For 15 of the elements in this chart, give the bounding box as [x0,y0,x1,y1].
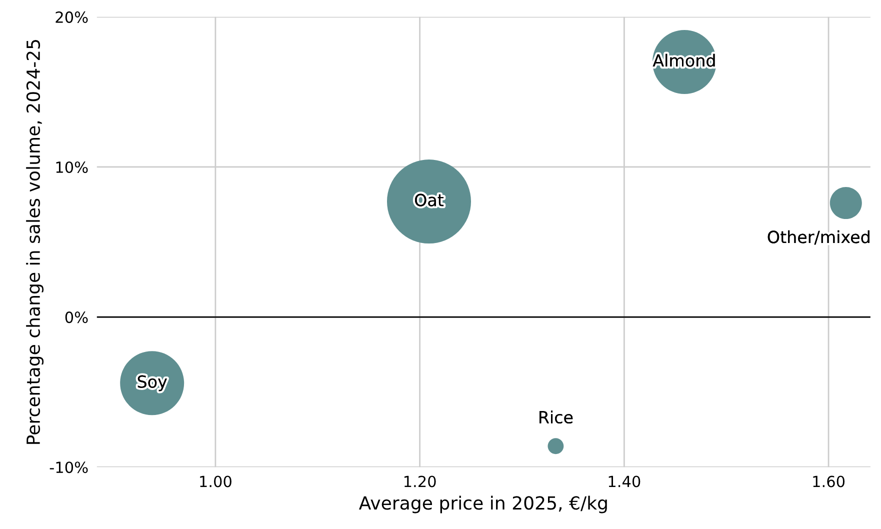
annotation: Almond [652,54,715,67]
x-axis-title: Average price in 2025, €/kg [358,496,607,514]
x-tick-label: 1.20 [404,476,436,488]
y-tick-label: -10% [50,462,88,474]
annotation: Soy [138,375,167,392]
annotation: Rice [540,410,573,424]
y-tick-label: 0% [65,312,88,324]
x-tick-label: 1.40 [608,476,640,488]
y-tick-label: 10% [56,161,88,174]
annotation: Oat [415,194,444,206]
x-tick-label: 1.60 [813,476,845,488]
annotation: Other/mixed [768,230,870,245]
y-tick-label: 20% [56,11,88,23]
x-tick-label: 1.00 [200,476,232,488]
y-axis-title: Percentage change in sales volume, 2024-25 [26,40,44,444]
